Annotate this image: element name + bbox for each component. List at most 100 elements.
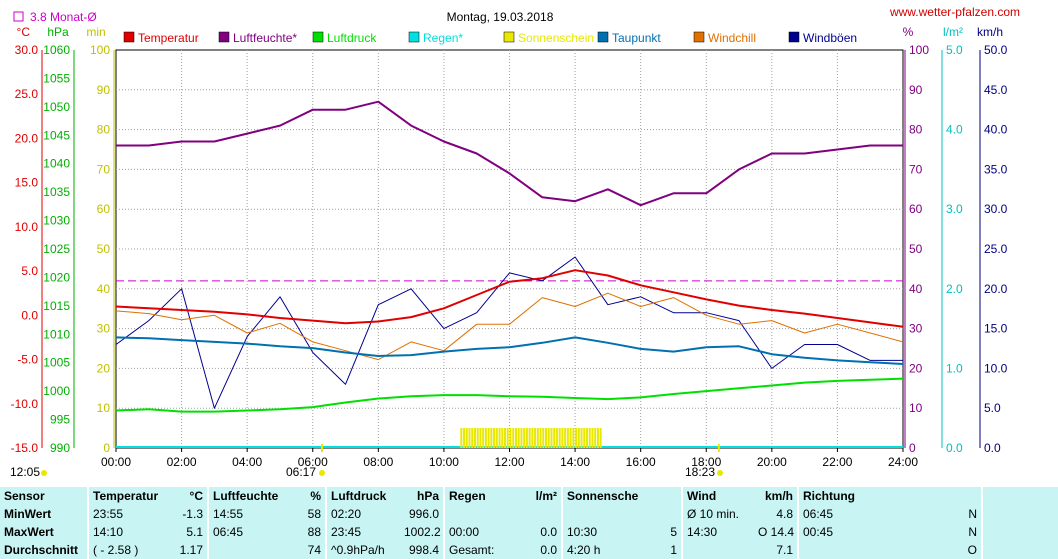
tick-wind: 5.0 [984, 401, 1001, 415]
series-windchill [115, 292, 904, 361]
unit-rain: l/m² [943, 25, 963, 39]
legend-swatch [693, 31, 705, 43]
legend-swatch [218, 31, 230, 43]
tick-wind: 0.0 [984, 441, 1001, 455]
table-cell: 1 [670, 543, 677, 557]
tick-temp: -10.0 [11, 397, 39, 411]
rain-legend-label: 3.8 Monat-Ø [30, 10, 97, 24]
legend-label: Windböen [803, 31, 857, 45]
legend: Temperatur Luftfeuchte* Luftdruck Regen* Son… [123, 31, 857, 45]
row-spacer [981, 505, 1058, 523]
tick-minutes: 100 [90, 43, 110, 57]
table-cell: 74 [307, 543, 321, 557]
sunshine-bar [558, 428, 561, 448]
legend-swatch [788, 31, 800, 43]
tick-pressure: 1000 [43, 384, 70, 398]
sunshine-bar [501, 428, 504, 448]
x-tick-label: 22:00 [822, 455, 852, 469]
tick-wind: 30.0 [984, 202, 1008, 216]
sunshine-bar [596, 428, 599, 448]
table-cell: 5.1 [186, 525, 203, 539]
sunshine-bar [547, 428, 550, 448]
sunshine-bar [555, 428, 558, 448]
table-cell: O [967, 543, 977, 557]
tick-wind: 15.0 [984, 322, 1008, 336]
sunshine-bar [588, 428, 591, 448]
table-cell: 02:20 [325, 505, 400, 523]
stats-table: Sensor Temperatur °C Luftfeuchte% Luftdruck h… [0, 487, 1058, 559]
table-cell: N [968, 507, 977, 521]
stats-panel: Sensor Temperatur °C Luftfeuchte% Luftdruck h… [0, 487, 1058, 559]
tick-pressure: 1055 [43, 71, 70, 85]
header-sensor: Sensor [4, 489, 45, 503]
tick-wind: 35.0 [984, 162, 1008, 176]
tick-rain: 3.0 [946, 202, 963, 216]
tick-humidity: 40 [909, 282, 923, 296]
table-cell: -1.3 [182, 507, 203, 521]
tick-rain: 0.0 [946, 441, 963, 455]
sunshine-bar [495, 428, 498, 448]
sunshine-bars [321, 428, 720, 452]
sunset-time: 18:23 [685, 465, 715, 479]
sunshine-bar [465, 428, 468, 448]
tick-wind: 45.0 [984, 83, 1008, 97]
sunshine-bar [561, 428, 564, 448]
tick-pressure: 1060 [43, 43, 70, 57]
table-cell: 23:55 [87, 505, 170, 523]
table-cell: 7.1 [776, 543, 793, 557]
sunrise-icon [319, 470, 325, 476]
legend-swatch [312, 31, 324, 43]
tick-humidity: 20 [909, 361, 923, 375]
table-cell: ( - 2.58 ) [87, 541, 170, 559]
sunshine-bar [534, 428, 537, 448]
sunshine-bar [553, 428, 556, 448]
x-tick-label: 02:00 [167, 455, 197, 469]
legend-swatch [408, 31, 420, 43]
table-cell [797, 541, 872, 559]
sunshine-bar [517, 428, 520, 448]
x-tick-label: 14:00 [560, 455, 590, 469]
table-cell: 998.4 [408, 543, 439, 557]
series-pressure [115, 377, 904, 413]
table-row: MaxWert 14:10 5.1 06:45 88 23:45 1002.2 00:00 0.… [0, 523, 1058, 541]
table-cell: O 14.4 [758, 525, 795, 539]
unit-humidity: % [903, 25, 914, 39]
legend-label: Regen* [423, 31, 463, 45]
series-lines [115, 100, 904, 413]
table-cell: ^0.9hPa/h [325, 541, 400, 559]
table-cell: 14:10 [87, 523, 170, 541]
header-unit: °C [189, 489, 203, 503]
sunshine-bar [498, 428, 501, 448]
x-tick-label: 00:00 [101, 455, 131, 469]
row-spacer [981, 541, 1058, 559]
sunshine-bar [525, 428, 528, 448]
tick-pressure: 1005 [43, 356, 70, 370]
watermark: www.wetter-pfalzen.com [889, 5, 1020, 19]
sunshine-bar [520, 428, 523, 448]
table-row: Durchschnitt ( - 2.58 ) 1.17 74 ^0.9hPa/h 998… [0, 541, 1058, 559]
row-label: MaxWert [4, 525, 54, 539]
sunshine-bar [536, 428, 539, 448]
table-row: MinWert 23:55 -1.3 14:55 58 02:20 996.0 Ø 10 mi… [0, 505, 1058, 523]
sunshine-bar [542, 428, 545, 448]
tick-wind: 25.0 [984, 242, 1008, 256]
table-cell: 00:45 [797, 523, 872, 541]
sunshine-bar [504, 428, 507, 448]
sunshine-bar [476, 428, 479, 448]
table-cell: N [968, 525, 977, 539]
tick-minutes: 40 [97, 282, 111, 296]
series-gusts [115, 256, 903, 409]
tick-humidity: 100 [909, 43, 929, 57]
sunshine-bar [487, 428, 490, 448]
tick-wind: 50.0 [984, 43, 1008, 57]
tick-humidity: 30 [909, 322, 923, 336]
sunshine-bar [514, 428, 517, 448]
table-cell: 1.17 [179, 543, 203, 557]
table-cell: Ø 10 min. [681, 505, 754, 523]
tick-minutes: 50 [97, 242, 111, 256]
tick-wind: 40.0 [984, 123, 1008, 137]
tick-rain: 5.0 [946, 43, 963, 57]
tick-rain: 1.0 [946, 361, 963, 375]
tick-humidity: 90 [909, 83, 923, 97]
sunrise-time: 06:17 [286, 465, 316, 479]
